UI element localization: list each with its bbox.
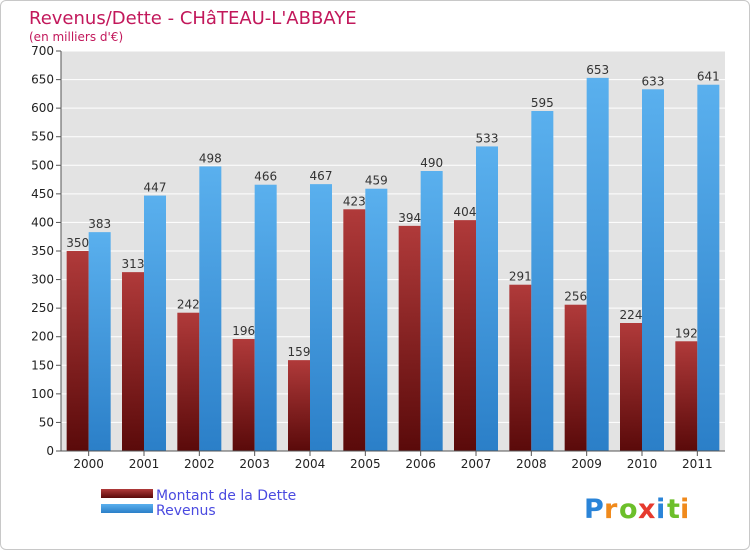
y-tick-label: 250 [31, 301, 54, 315]
x-tick-label: 2002 [184, 457, 215, 471]
y-tick-label: 50 [39, 415, 54, 429]
x-tick-label: 2006 [405, 457, 436, 471]
bar-dette [620, 323, 642, 451]
y-tick-label: 200 [31, 330, 54, 344]
y-tick-label: 300 [31, 273, 54, 287]
bar-dette [564, 304, 587, 451]
y-tick-label: 650 [31, 73, 54, 87]
bar-revenus [310, 184, 332, 451]
value-label-dette: 159 [288, 345, 311, 359]
value-label-revenus: 459 [365, 174, 388, 188]
y-tick-label: 600 [31, 101, 54, 115]
bar-dette [122, 272, 144, 451]
value-label-dette: 256 [564, 290, 587, 304]
x-tick-label: 2003 [239, 457, 270, 471]
bar-revenus [642, 89, 664, 452]
x-tick-label: 2004 [295, 457, 326, 471]
value-label-dette: 313 [122, 257, 145, 271]
logo-letter: i [656, 494, 665, 525]
x-tick-label: 2009 [571, 457, 602, 471]
bar-dette [343, 209, 366, 451]
bar-dette [675, 341, 698, 451]
legend-swatch-revenus [101, 504, 153, 513]
value-label-revenus: 447 [144, 181, 167, 195]
value-label-revenus: 633 [642, 74, 665, 88]
value-label-revenus: 490 [420, 156, 443, 170]
logo-letter: i [680, 494, 689, 525]
value-label-dette: 291 [509, 270, 532, 284]
value-label-dette: 350 [66, 236, 89, 250]
bar-revenus [697, 84, 720, 451]
grid-lines [61, 50, 725, 423]
x-tick-label: 2005 [350, 457, 381, 471]
bar-dette [66, 251, 89, 451]
bar-dette [177, 312, 200, 451]
value-labels: 350 383 313 447 242 498 196 466 159 467 423 459 394 4… [66, 63, 720, 359]
chart-subtitle: (en milliers d'€) [29, 30, 123, 44]
bar-revenus [365, 188, 388, 451]
legend-swatch-dette [101, 489, 153, 498]
x-tick-label: 2001 [129, 457, 160, 471]
bar-dette [398, 225, 421, 451]
logo-letter: t [667, 494, 680, 525]
x-tick-label: 2007 [461, 457, 492, 471]
logo-letter: o [619, 494, 638, 525]
bar-dette [232, 339, 255, 451]
value-label-revenus: 641 [697, 70, 720, 84]
y-axis-ticks: 0 50 100 150 200 250 300 350 400 450 500 550 600 650 7… [31, 44, 61, 458]
bar-revenus [199, 166, 222, 451]
bar-revenus [420, 171, 443, 451]
y-tick-label: 100 [31, 387, 54, 401]
x-axis-ticks: 2000 2001 2002 2003 2004 2005 2006 2007 2008 2009… [73, 451, 713, 471]
value-label-dette: 224 [620, 308, 643, 322]
bars [66, 77, 720, 452]
y-tick-label: 450 [31, 187, 54, 201]
value-label-dette: 192 [675, 326, 698, 340]
value-label-dette: 404 [454, 205, 477, 219]
bar-revenus [531, 111, 554, 451]
bar-dette [509, 284, 532, 451]
y-tick-label: 150 [31, 358, 54, 372]
value-label-revenus: 383 [88, 217, 111, 231]
chart-title: Revenus/Dette - CHâTEAU-L'ABBAYE [29, 8, 357, 29]
value-label-revenus: 595 [531, 96, 554, 110]
y-tick-label: 700 [31, 44, 54, 58]
logo-letter: x [638, 494, 655, 525]
y-tick-label: 550 [31, 130, 54, 144]
bar-revenus [88, 232, 111, 451]
bar-revenus [254, 184, 277, 451]
value-label-revenus: 498 [199, 151, 222, 165]
x-tick-label: 2010 [627, 457, 658, 471]
bar-dette [454, 220, 476, 451]
value-label-revenus: 467 [310, 169, 333, 183]
bar-revenus [476, 146, 498, 451]
bar-dette [288, 360, 310, 451]
x-tick-label: 2008 [516, 457, 547, 471]
value-label-revenus: 533 [476, 131, 499, 145]
x-tick-label: 2000 [73, 457, 104, 471]
legend-label-revenus: Revenus [156, 503, 216, 519]
bar-revenus [144, 195, 166, 451]
value-label-revenus: 653 [586, 63, 609, 77]
value-label-dette: 242 [177, 298, 200, 312]
y-tick-label: 400 [31, 215, 54, 229]
y-tick-label: 350 [31, 244, 54, 258]
logo-letter: P [584, 494, 604, 525]
x-tick-label: 2011 [682, 457, 713, 471]
value-label-dette: 394 [398, 211, 421, 225]
legend: Montant de la Dette Revenus [101, 488, 296, 519]
legend-label-dette: Montant de la Dette [156, 488, 296, 504]
y-tick-label: 500 [31, 158, 54, 172]
value-label-revenus: 466 [254, 170, 277, 184]
value-label-dette: 196 [232, 324, 255, 338]
value-label-dette: 423 [343, 194, 366, 208]
logo-letter: r [604, 494, 618, 525]
bar-revenus [586, 77, 609, 451]
y-tick-label: 0 [46, 444, 54, 458]
